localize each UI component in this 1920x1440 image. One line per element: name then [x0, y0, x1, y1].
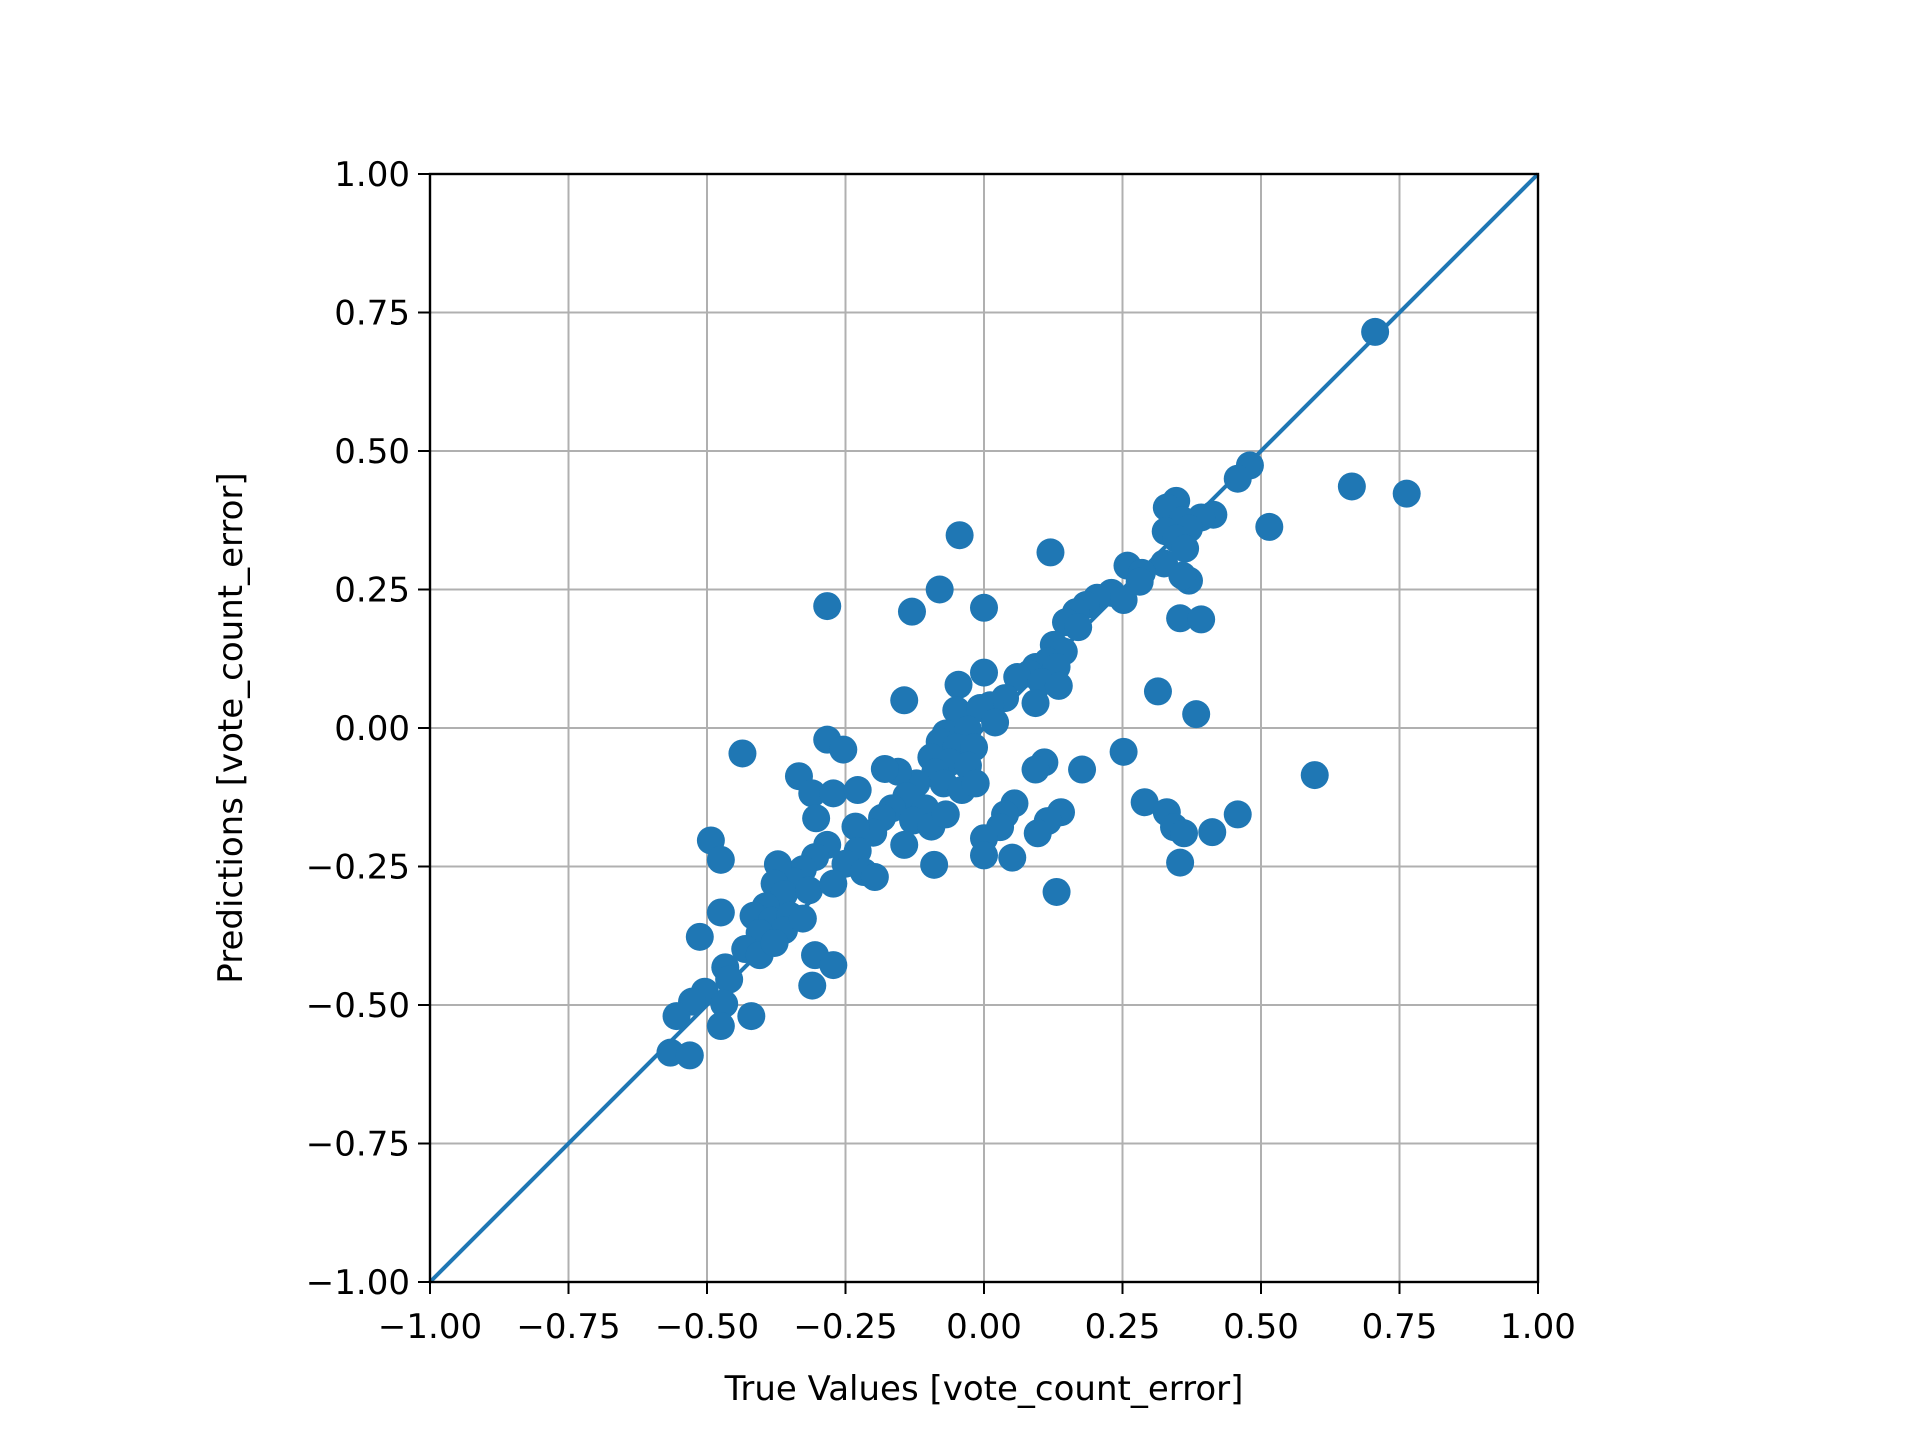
- y-tick-label: 0.00: [334, 709, 410, 749]
- data-point: [1042, 877, 1071, 906]
- y-tick-label: 0.50: [334, 432, 410, 472]
- y-tick-label: 1.00: [334, 155, 410, 195]
- y-axis-label: Predictions [vote_count_error]: [211, 472, 251, 983]
- y-tick-label: 0.25: [334, 571, 410, 611]
- data-point: [1003, 663, 1032, 692]
- data-point: [870, 754, 899, 783]
- data-point: [1021, 689, 1050, 718]
- data-point: [1125, 567, 1154, 596]
- x-tick-label: 0.50: [1223, 1307, 1299, 1347]
- data-points: [656, 317, 1421, 1070]
- data-point: [1171, 534, 1200, 563]
- data-point: [890, 830, 919, 859]
- x-axis-ticks: −1.00 −0.75 −0.50 −0.25 0.00 0.25 0.50 0.75 1.00: [378, 1282, 1576, 1347]
- x-tick-label: 0.75: [1362, 1307, 1438, 1347]
- data-point: [860, 863, 889, 892]
- data-point: [798, 779, 827, 808]
- data-point: [998, 843, 1027, 872]
- data-point: [931, 800, 960, 829]
- data-point: [925, 575, 954, 604]
- data-point: [760, 928, 789, 957]
- data-point: [961, 769, 990, 798]
- data-point: [819, 951, 848, 980]
- data-point: [737, 1002, 766, 1031]
- data-point: [1169, 819, 1198, 848]
- data-point: [685, 922, 714, 951]
- data-point: [1044, 671, 1073, 700]
- data-point: [819, 869, 848, 898]
- data-point: [841, 812, 870, 841]
- data-point: [1182, 700, 1211, 729]
- data-point: [1109, 737, 1138, 766]
- data-point: [706, 845, 735, 874]
- data-point: [1392, 479, 1421, 508]
- x-tick-label: −0.25: [793, 1307, 897, 1347]
- data-point: [1023, 819, 1052, 848]
- data-point: [981, 708, 1010, 737]
- data-point: [897, 597, 926, 626]
- data-point: [1143, 677, 1172, 706]
- data-point: [970, 658, 998, 687]
- x-tick-label: 0.00: [946, 1307, 1022, 1347]
- data-point: [1361, 317, 1390, 346]
- data-point: [890, 686, 919, 715]
- x-tick-label: 1.00: [1500, 1307, 1576, 1347]
- y-tick-label: −0.25: [306, 848, 410, 888]
- data-point: [706, 898, 735, 927]
- data-point: [728, 739, 757, 768]
- data-point: [1068, 755, 1097, 784]
- data-point: [1223, 464, 1252, 493]
- data-point: [662, 1002, 691, 1031]
- data-point: [1064, 613, 1093, 642]
- data-point: [944, 670, 973, 699]
- x-tick-label: 0.25: [1085, 1307, 1161, 1347]
- data-point: [675, 1041, 704, 1070]
- data-point: [1255, 512, 1284, 541]
- data-point: [970, 841, 998, 870]
- data-point: [1168, 561, 1197, 590]
- data-point: [1109, 586, 1138, 615]
- data-point: [1187, 605, 1216, 634]
- x-axis-label: True Values [vote_count_error]: [724, 1369, 1244, 1409]
- data-point: [819, 779, 848, 808]
- data-point: [1337, 472, 1366, 501]
- data-point: [1198, 818, 1227, 847]
- data-point: [920, 850, 949, 879]
- data-point: [945, 521, 974, 550]
- y-tick-label: −1.00: [306, 1263, 410, 1303]
- data-point: [829, 735, 858, 764]
- data-point: [1300, 761, 1329, 790]
- y-tick-label: −0.50: [306, 986, 410, 1026]
- data-point: [794, 876, 823, 905]
- data-point: [788, 904, 817, 933]
- y-tick-label: 0.75: [334, 294, 410, 334]
- data-point: [710, 989, 739, 1018]
- data-point: [798, 971, 827, 1000]
- data-point: [843, 776, 872, 805]
- y-tick-label: −0.75: [306, 1125, 410, 1165]
- data-point: [1130, 788, 1159, 817]
- x-tick-label: −0.50: [655, 1307, 759, 1347]
- data-point: [802, 804, 831, 833]
- data-point: [813, 592, 842, 621]
- data-point: [706, 1012, 735, 1041]
- data-point: [1223, 800, 1252, 829]
- x-tick-label: −1.00: [378, 1307, 482, 1347]
- x-tick-label: −0.75: [516, 1307, 620, 1347]
- data-point: [715, 965, 744, 994]
- data-point: [1036, 538, 1065, 567]
- data-point: [1021, 755, 1050, 784]
- y-axis-ticks: −1.00 −0.75 −0.50 −0.25 0.00 0.25 0.50 0.75 1.00: [306, 155, 430, 1303]
- data-point: [1166, 848, 1195, 877]
- data-point: [970, 593, 998, 622]
- data-point: [1166, 604, 1195, 633]
